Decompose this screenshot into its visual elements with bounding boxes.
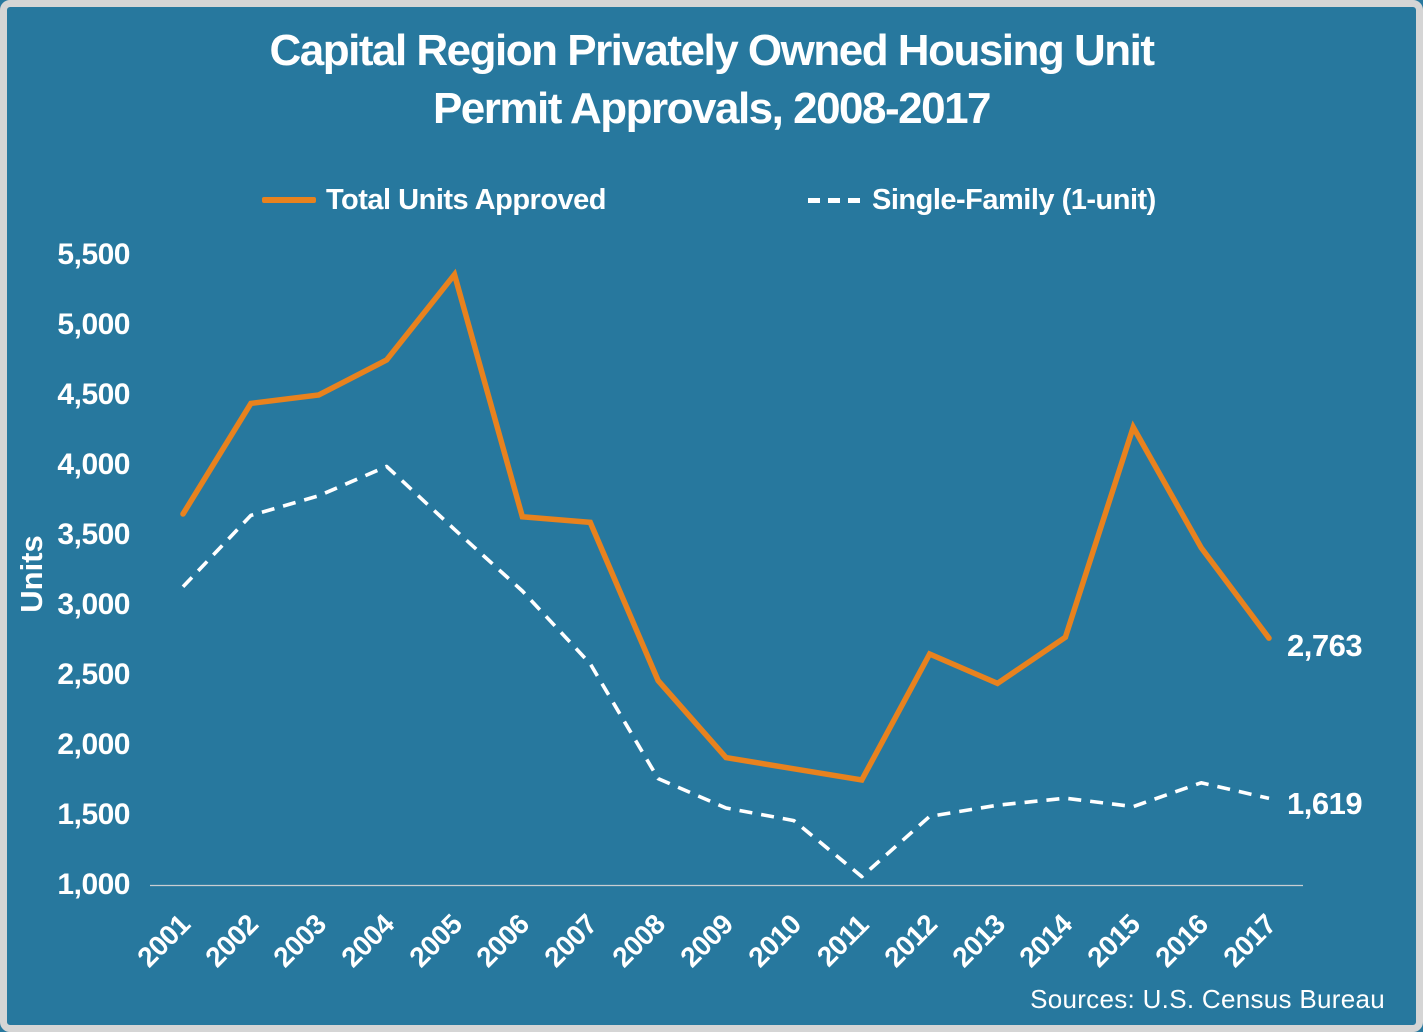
- total-units-end-label: 2,763: [1287, 628, 1363, 663]
- chart-title-line2: Permit Approvals, 2008-2017: [432, 84, 992, 133]
- chart-title-line1: Capital Region Privately Owned Housing U…: [269, 26, 1155, 75]
- legend-item-total-units: Total Units Approved: [262, 181, 607, 219]
- y-tick-label: 2,500: [57, 658, 130, 691]
- legend-item-single-family: Single-Family (1-unit): [808, 181, 1156, 219]
- y-axis-title: Units: [14, 535, 49, 613]
- chart-title: Capital Region Privately Owned Housing U…: [0, 22, 1423, 138]
- source-note: Sources: U.S. Census Bureau: [1030, 984, 1385, 1014]
- legend-label-single-family: Single-Family (1-unit): [872, 183, 1156, 216]
- legend-label-total-units: Total Units Approved: [326, 183, 607, 216]
- y-tick-label: 2,000: [57, 728, 130, 761]
- y-tick-label: 4,500: [57, 378, 130, 411]
- y-tick-label: 5,000: [57, 308, 130, 341]
- solid-line-swatch-icon: [262, 197, 316, 203]
- y-tick-label: 1,500: [57, 798, 130, 831]
- y-tick-label: 3,000: [57, 588, 130, 621]
- y-tick-label: 1,000: [57, 868, 130, 901]
- y-tick-label: 3,500: [57, 518, 130, 551]
- single-family-end-label: 1,619: [1287, 786, 1363, 821]
- legend: Total Units Approved Single-Family (1-un…: [0, 181, 1423, 219]
- single-family-line: [181, 464, 1270, 879]
- y-tick-label: 4,000: [57, 448, 130, 481]
- dashed-line-swatch-icon: [808, 197, 862, 203]
- y-tick-label: 5,500: [57, 238, 130, 271]
- total-units-line: [180, 268, 1272, 784]
